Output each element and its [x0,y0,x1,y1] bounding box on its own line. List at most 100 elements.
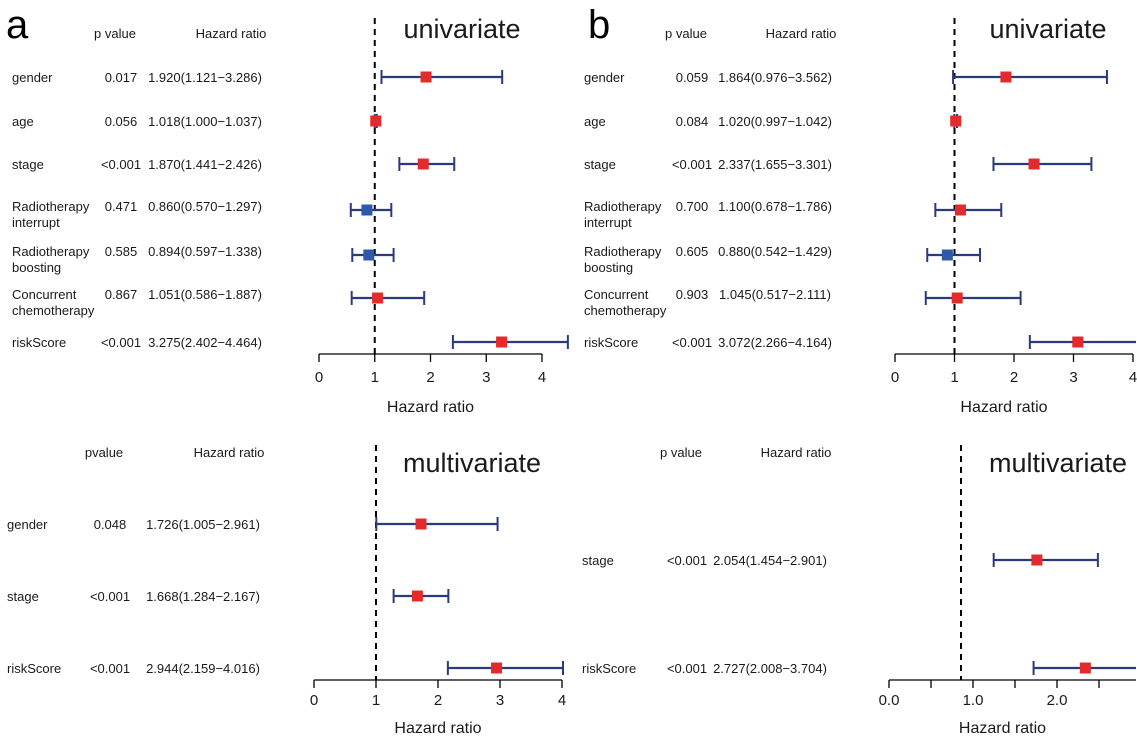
x-tick-label: 0 [891,369,899,386]
x-tick-label: 3 [482,369,490,386]
row-p-value: <0.001 [101,335,141,350]
row-p-value: 0.700 [676,199,709,214]
row-p-value: <0.001 [90,661,130,676]
hr-point [496,336,508,348]
row-p-value: <0.001 [667,661,707,676]
hr-point [370,115,382,127]
hr-point [951,292,963,304]
plot-title: multivariate [989,448,1127,478]
row-label: gender [7,517,48,532]
hr-point [941,249,953,261]
row-label: age [584,114,606,129]
forest-plot-a-univariate: p value Hazard ratio univariate gender 0.017… [12,14,569,416]
header-p-value: p value [660,445,702,460]
row-label: Concurrent [12,287,77,302]
x-tick-label: 0 [315,369,323,386]
header-hazard-ratio: Hazard ratio [766,26,837,41]
row-label: riskScore [12,335,66,350]
row-label: riskScore [7,661,61,676]
x-tick-label: 4 [558,692,566,709]
x-tick-label: 0.0 [879,692,900,709]
forest-plot-b-multivariate: p value Hazard ratio multivariate stage <0.0… [582,445,1136,737]
row-hazard-ratio-text: 1.920(1.121−3.286) [148,70,262,85]
hr-point [950,115,962,127]
forest-row: stage <0.001 1.870(1.441−2.426) [12,157,456,172]
hr-point [411,590,423,602]
row-label: stage [7,589,39,604]
row-hazard-ratio-text: 2.727(2.008−3.704) [713,661,827,676]
hr-point [1079,662,1091,674]
row-p-value: <0.001 [667,553,707,568]
row-hazard-ratio-text: 1.726(1.005−2.961) [146,517,260,532]
row-p-value: 0.017 [105,70,138,85]
forest-row: riskScore <0.001 2.944(2.159−4.016) [7,661,564,676]
forest-row: gender 0.059 1.864(0.976−3.562) [584,70,1108,85]
x-tick-label: 0 [310,692,318,709]
row-p-value: 0.084 [676,114,709,129]
hr-point [361,204,373,216]
x-tick-label: 2.0 [1047,692,1068,709]
row-hazard-ratio-text: 1.100(0.678−1.786) [718,199,832,214]
row-p-value: 0.048 [94,517,127,532]
x-tick-label: 4 [1129,369,1137,386]
row-p-value: 0.903 [676,287,709,302]
x-axis-label: Hazard ratio [394,720,481,737]
row-p-value: <0.001 [90,589,130,604]
row-hazard-ratio-text: 2.337(1.655−3.301) [718,157,832,172]
row-label: stage [12,157,44,172]
row-label: interrupt [12,215,60,230]
row-label: riskScore [582,661,636,676]
hr-point [417,158,429,170]
forest-row: stage <0.001 1.668(1.284−2.167) [7,589,450,604]
header-hazard-ratio: Hazard ratio [194,445,265,460]
hr-point [1031,554,1043,566]
x-axis-label: Hazard ratio [959,720,1046,737]
forest-plot-a-multivariate: pvalue Hazard ratio multivariate gender 0.04… [7,445,566,737]
row-label: Radiotherapy [584,199,662,214]
row-label: age [12,114,34,129]
panel-label-a: a [6,3,29,47]
x-axis-label: Hazard ratio [387,399,474,416]
row-hazard-ratio-text: 0.894(0.597−1.338) [148,244,262,259]
row-hazard-ratio-text: 2.944(2.159−4.016) [146,661,260,676]
hr-point [954,204,966,216]
row-p-value: <0.001 [672,335,712,350]
row-hazard-ratio-text: 1.045(0.517−2.111) [719,287,831,302]
forest-plots-group: p value Hazard ratio univariate gender 0.017… [7,14,1137,737]
row-hazard-ratio-text: 1.051(0.586−1.887) [148,287,262,302]
header-hazard-ratio: Hazard ratio [761,445,832,460]
x-tick-label: 1.0 [963,692,984,709]
forest-row: stage <0.001 2.054(1.454−2.901) [582,553,1099,568]
row-hazard-ratio-text: 3.275(2.402−4.464) [148,335,262,350]
x-tick-label: 4 [538,369,546,386]
row-label: gender [12,70,53,85]
plot-title: univariate [403,14,520,44]
row-hazard-ratio-text: 3.072(2.266−4.164) [718,335,832,350]
forest-row: riskScore <0.001 3.072(2.266−4.164) [584,335,1136,350]
x-tick-label: 2 [434,692,442,709]
forest-row: gender 0.048 1.726(1.005−2.961) [7,517,499,532]
row-hazard-ratio-text: 0.860(0.570−1.297) [148,199,262,214]
forest-row: age 0.084 1.020(0.997−1.042) [584,114,962,129]
x-tick-label: 3 [1069,369,1077,386]
plot-title: multivariate [403,448,541,478]
forest-row: riskScore <0.001 3.275(2.402−4.464) [12,335,569,350]
x-tick-label: 1 [950,369,958,386]
row-hazard-ratio-text: 1.668(1.284−2.167) [146,589,260,604]
x-tick-label: 2 [1010,369,1018,386]
row-label: gender [584,70,625,85]
hr-point [363,249,375,261]
header-p-value: p value [94,26,136,41]
row-label: stage [584,157,616,172]
header-p-value: p value [665,26,707,41]
hr-point [420,71,432,83]
row-label: stage [582,553,614,568]
row-label: riskScore [584,335,638,350]
row-label: interrupt [584,215,632,230]
row-hazard-ratio-text: 1.020(0.997−1.042) [718,114,832,129]
